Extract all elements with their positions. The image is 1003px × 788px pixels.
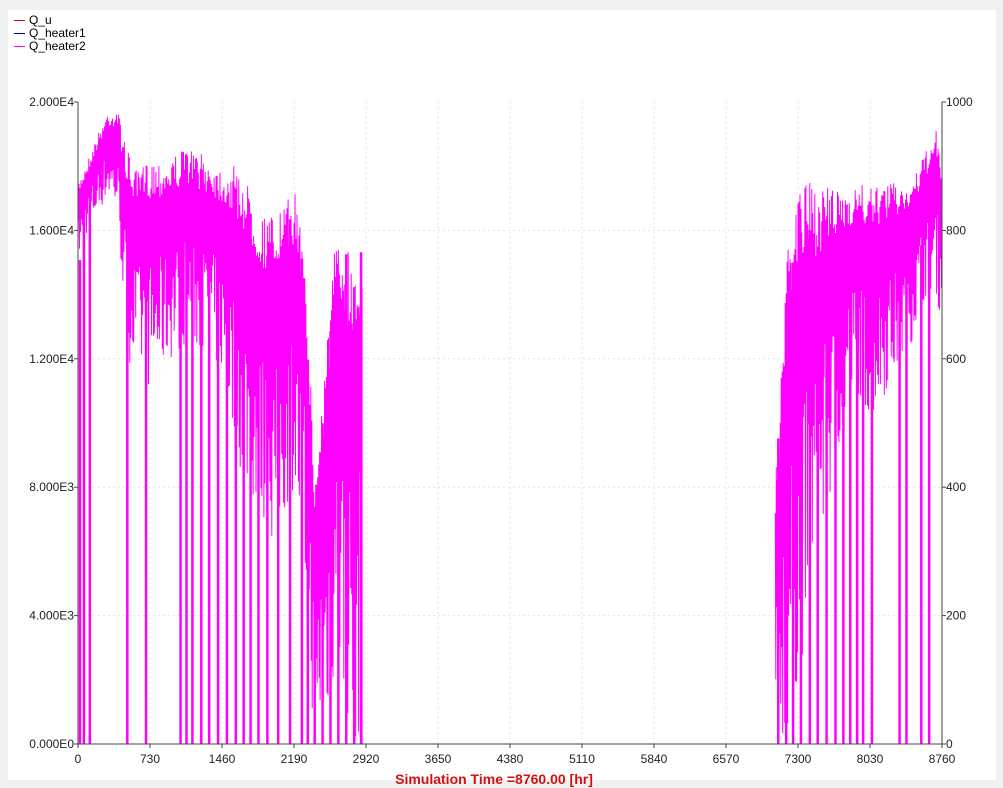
legend-item-q-u[interactable]: Q_u: [14, 14, 86, 27]
x-tick-label: 2190: [281, 752, 308, 766]
y-right-tick-label: 600: [946, 352, 966, 366]
legend-label-q-heater1: Q_heater1: [29, 26, 86, 40]
y-right-tick-label: 1000: [946, 95, 973, 109]
y-left-tick-label: 1.600E4: [29, 223, 74, 237]
legend-label-q-u: Q_u: [29, 13, 52, 27]
y-left-tick-label: 8.000E3: [29, 480, 74, 494]
y-left-tick-label: 4.000E3: [29, 609, 74, 623]
y-left-tick-label: 2.000E4: [29, 95, 74, 109]
x-tick-label: 2920: [353, 752, 380, 766]
x-tick-label: 6570: [713, 752, 740, 766]
x-tick-label: 3650: [425, 752, 452, 766]
x-tick-label: 4380: [497, 752, 524, 766]
y-right-tick-label: 400: [946, 480, 966, 494]
series-layer: [77, 114, 943, 744]
x-tick-labels: 0 730 1460 2190 2920 3650 4380 5110 5840 6570 7300…: [75, 752, 956, 766]
x-tick-label: 8760: [929, 752, 956, 766]
legend-swatch-q-heater2: [14, 46, 25, 47]
x-tick-label: 5840: [641, 752, 668, 766]
y-right-tick-labels: 0 200 400 600 800 1000: [946, 95, 973, 751]
x-tick-label: 5110: [569, 752, 595, 766]
y-right-tick-label: 200: [946, 609, 966, 623]
legend: Q_u Q_heater1 Q_heater2: [14, 14, 86, 53]
legend-label-q-heater2: Q_heater2: [29, 39, 86, 53]
x-tick-label: 7300: [785, 752, 812, 766]
y-left-tick-label: 1.200E4: [29, 352, 74, 366]
y-right-tick-label: 0: [946, 737, 953, 751]
legend-item-q-heater2[interactable]: Q_heater2: [14, 40, 86, 53]
y-left-tick-labels: 0.000E0 4.000E3 8.000E3 1.200E4 1.600E4 2.000…: [29, 95, 74, 751]
legend-item-q-heater1[interactable]: Q_heater1: [14, 27, 86, 40]
x-tick-label: 0: [75, 752, 82, 766]
x-axis-title: Simulation Time =8760.00 [hr]: [395, 771, 593, 787]
legend-swatch-q-u: [14, 20, 25, 21]
y-left-tick-label: 0.000E0: [29, 737, 74, 751]
y-right-tick-label: 800: [946, 223, 966, 237]
x-tick-label: 730: [140, 752, 160, 766]
axes: [74, 101, 946, 748]
x-tick-label: 1460: [209, 752, 236, 766]
x-tick-label: 8030: [857, 752, 884, 766]
legend-swatch-q-heater1: [14, 33, 25, 34]
